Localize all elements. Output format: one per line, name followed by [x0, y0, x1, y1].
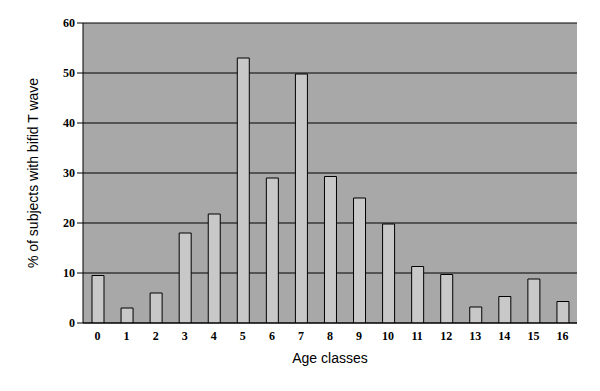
- svg-text:4: 4: [211, 329, 217, 343]
- svg-text:0: 0: [69, 316, 75, 330]
- svg-text:20: 20: [63, 216, 75, 230]
- svg-text:0: 0: [95, 329, 101, 343]
- svg-text:10: 10: [382, 329, 394, 343]
- svg-text:12: 12: [440, 329, 452, 343]
- svg-text:Age classes: Age classes: [292, 350, 367, 366]
- svg-text:1: 1: [124, 329, 130, 343]
- svg-text:8: 8: [327, 329, 333, 343]
- svg-text:60: 60: [63, 16, 75, 30]
- svg-text:5: 5: [240, 329, 246, 343]
- svg-text:10: 10: [63, 266, 75, 280]
- svg-text:6: 6: [269, 329, 275, 343]
- svg-text:% of subjects with bifid T wav: % of subjects with bifid T wave: [25, 78, 41, 268]
- svg-text:14: 14: [498, 329, 510, 343]
- svg-text:16: 16: [556, 329, 568, 343]
- svg-text:11: 11: [412, 329, 423, 343]
- svg-text:15: 15: [527, 329, 539, 343]
- svg-text:2: 2: [153, 329, 159, 343]
- svg-text:50: 50: [63, 66, 75, 80]
- svg-text:40: 40: [63, 116, 75, 130]
- svg-text:9: 9: [356, 329, 362, 343]
- svg-text:13: 13: [469, 329, 481, 343]
- svg-text:3: 3: [182, 329, 188, 343]
- svg-text:30: 30: [63, 166, 75, 180]
- svg-text:7: 7: [298, 329, 304, 343]
